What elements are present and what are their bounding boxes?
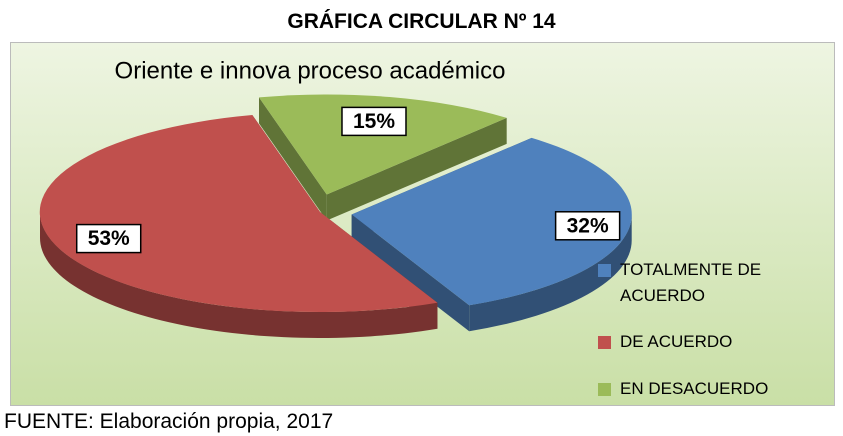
data-label: 32% [567, 214, 609, 237]
legend-label: DE ACUERDO [620, 332, 733, 351]
legend-entry: DE ACUERDO [598, 329, 803, 355]
slice-side [259, 97, 327, 221]
data-label-box [75, 223, 142, 254]
data-label: 15% [353, 110, 395, 133]
heading: GRÁFICA CIRCULAR Nº 14 [287, 10, 556, 33]
legend-swatch [598, 264, 611, 277]
legend-swatch [598, 383, 611, 396]
legend-swatch [598, 336, 611, 349]
slice [351, 137, 632, 306]
legend-entry: EN DESACUERDO [598, 376, 803, 402]
legend: TOTALMENTE DE ACUERDO DE ACUERDO EN DESACU… [598, 257, 803, 422]
slice-side [351, 214, 470, 332]
data-label-box [341, 106, 407, 137]
legend-entry: TOTALMENTE DE ACUERDO [598, 257, 803, 309]
source: FUENTE: Elaboración propia, 2017 [4, 410, 334, 433]
slice [39, 115, 438, 313]
slice-side [326, 117, 507, 221]
chart: Oriente e innova proceso académico 32% 53… [10, 42, 835, 406]
legend-label: EN DESACUERDO [620, 379, 769, 398]
slice [259, 94, 507, 195]
data-label-box [554, 211, 621, 241]
slice-wall [469, 214, 632, 332]
chart-title: Oriente e innova proceso académico [115, 57, 506, 84]
data-label: 53% [88, 227, 130, 250]
slice-wall [39, 212, 438, 339]
legend-label: TOTALMENTE DE ACUERDO [620, 260, 762, 305]
